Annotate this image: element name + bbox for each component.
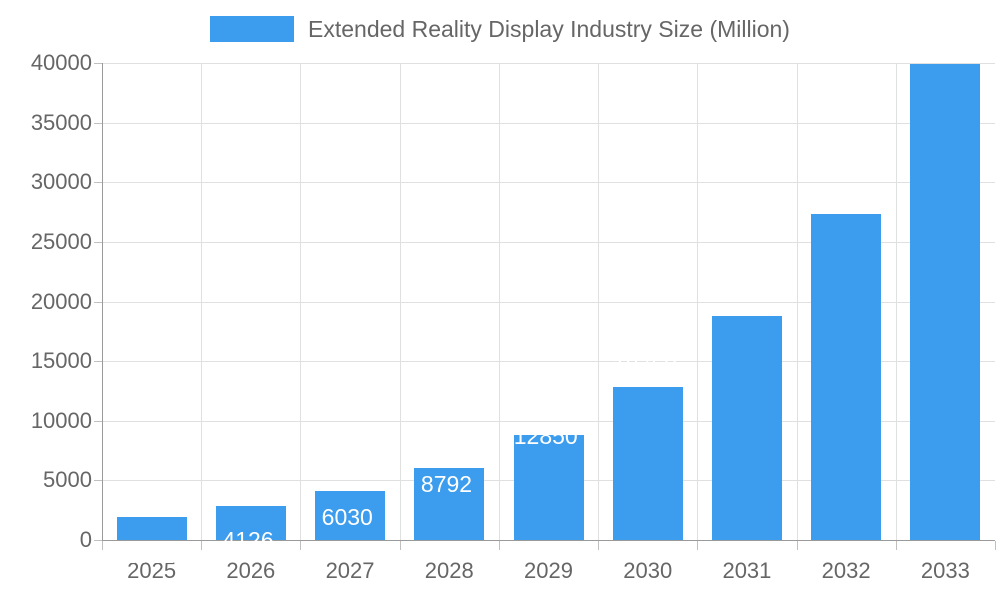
y-axis-tick-label: 10000 (30, 407, 92, 433)
x-axis-tick-label: 2029 (524, 558, 573, 583)
bar[interactable] (215, 506, 286, 540)
bar[interactable] (910, 64, 981, 540)
x-axis-line (102, 540, 995, 541)
x-axis-tick-mark (697, 541, 698, 550)
x-axis-tick-mark (499, 541, 500, 550)
plot-area (102, 63, 995, 541)
gridline-horizontal (102, 63, 995, 64)
gridline-horizontal (102, 122, 995, 124)
bar[interactable] (116, 516, 187, 540)
x-axis-tick-label: 2027 (325, 558, 375, 583)
bar[interactable] (315, 490, 386, 540)
y-axis-tick-mark (94, 420, 102, 422)
x-axis-tick-mark (797, 541, 798, 550)
bar[interactable] (414, 468, 485, 540)
gridline-vertical (300, 63, 301, 540)
bar[interactable] (513, 435, 584, 540)
x-axis-tick-label: 2032 (821, 558, 871, 583)
x-axis-tick-label: 2030 (623, 558, 673, 583)
y-axis-tick-label: 25000 (30, 228, 92, 254)
bar[interactable] (612, 386, 683, 540)
legend-color-swatch-icon (210, 16, 295, 42)
y-axis-tick-mark (94, 480, 102, 482)
gridline-horizontal (102, 241, 995, 243)
x-axis-tick-label: 2026 (226, 558, 276, 583)
y-axis-tick-mark (94, 241, 102, 243)
y-axis-line (102, 63, 103, 541)
y-axis-tick-label: 20000 (30, 288, 92, 314)
x-axis-tick-label: 2025 (127, 558, 177, 583)
bar[interactable] (811, 214, 882, 540)
y-axis-tick-label: 0 (79, 527, 92, 552)
x-axis-tick-mark (995, 541, 996, 550)
gridline-horizontal (102, 361, 995, 363)
chart-legend[interactable]: Extended Reality Display Industry Size (… (0, 8, 1000, 50)
y-axis-tick-label: 15000 (30, 348, 92, 374)
gridline-horizontal (102, 182, 995, 184)
y-axis-tick-mark (94, 361, 102, 363)
x-axis-tick-mark (896, 541, 897, 550)
y-axis-tick-mark (94, 540, 102, 541)
gridline-horizontal (102, 420, 995, 422)
y-axis-tick-label: 5000 (43, 467, 92, 493)
x-axis-tick-label: 2033 (920, 558, 970, 583)
legend-label: Extended Reality Display Industry Size (… (308, 15, 790, 42)
y-axis-labels: 0 5000 10000 15000 20000 25000 30000 35000 40000 (0, 0, 92, 600)
gridline-horizontal (102, 301, 995, 303)
x-axis-tick-mark (598, 541, 599, 550)
x-axis-tick-mark (300, 541, 301, 550)
x-axis-tick-mark (102, 541, 103, 550)
y-axis-tick-mark (94, 182, 102, 184)
gridline-vertical (201, 63, 202, 540)
gridline-vertical (400, 63, 401, 540)
x-axis-tick-label: 2028 (424, 558, 474, 583)
gridline-vertical (697, 63, 698, 540)
y-axis-tick-mark (94, 301, 102, 303)
gridline-vertical (896, 63, 897, 540)
y-axis-tick-label: 30000 (30, 169, 92, 195)
bar[interactable] (711, 316, 782, 540)
y-axis-tick-mark (94, 63, 102, 64)
y-axis-tick-mark (94, 122, 102, 124)
x-axis-tick-mark (201, 541, 202, 550)
y-axis-tick-label: 40000 (30, 50, 92, 75)
gridline-vertical (598, 63, 599, 540)
y-axis-tick-label: 35000 (30, 109, 92, 135)
gridline-vertical (499, 63, 500, 540)
x-axis-tick-mark (400, 541, 401, 550)
gridline-vertical (797, 63, 798, 540)
x-axis-tick-label: 2031 (722, 558, 772, 583)
